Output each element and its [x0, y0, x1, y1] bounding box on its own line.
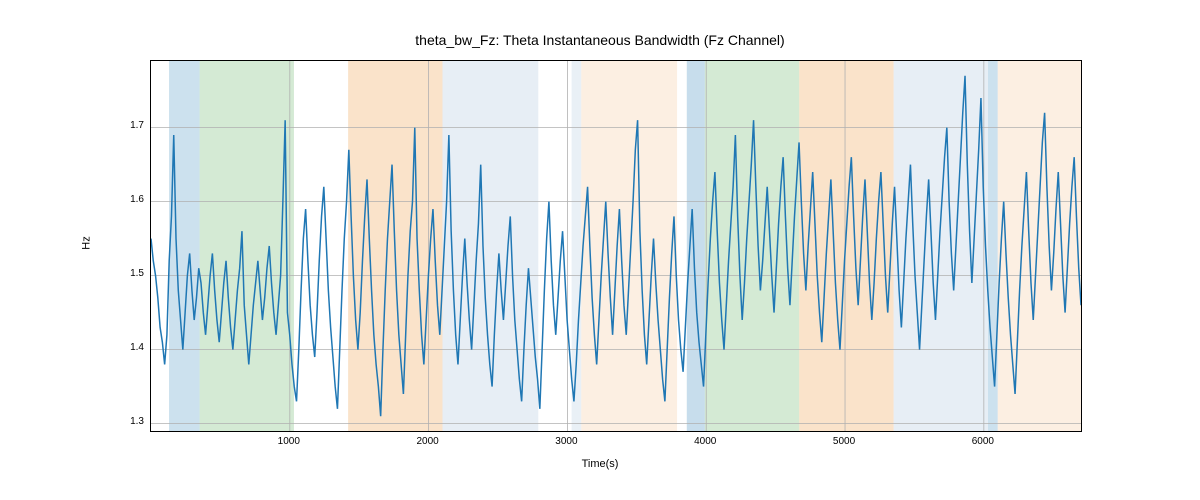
y-tick-label: 1.3 — [118, 416, 144, 427]
x-tick-label: 6000 — [968, 436, 998, 447]
shaded-region — [988, 61, 998, 431]
chart-title: theta_bw_Fz: Theta Instantaneous Bandwid… — [0, 32, 1200, 48]
x-tick-label: 4000 — [690, 436, 720, 447]
x-tick-label: 2000 — [413, 436, 443, 447]
x-tick-label: 5000 — [829, 436, 859, 447]
x-tick-label: 3000 — [551, 436, 581, 447]
y-axis-label: Hz — [81, 236, 93, 249]
y-tick-label: 1.4 — [118, 342, 144, 353]
x-tick-label: 1000 — [274, 436, 304, 447]
shaded-region — [169, 61, 200, 431]
figure: theta_bw_Fz: Theta Instantaneous Bandwid… — [0, 0, 1200, 500]
y-tick-label: 1.5 — [118, 268, 144, 279]
chart-svg — [151, 61, 1081, 431]
shaded-region — [572, 61, 582, 431]
y-tick-label: 1.6 — [118, 194, 144, 205]
plot-area — [150, 60, 1082, 432]
shaded-region — [200, 61, 294, 431]
x-axis-label: Time(s) — [0, 458, 1200, 470]
shaded-region — [705, 61, 799, 431]
shaded-region — [799, 61, 893, 431]
y-tick-label: 1.7 — [118, 120, 144, 131]
